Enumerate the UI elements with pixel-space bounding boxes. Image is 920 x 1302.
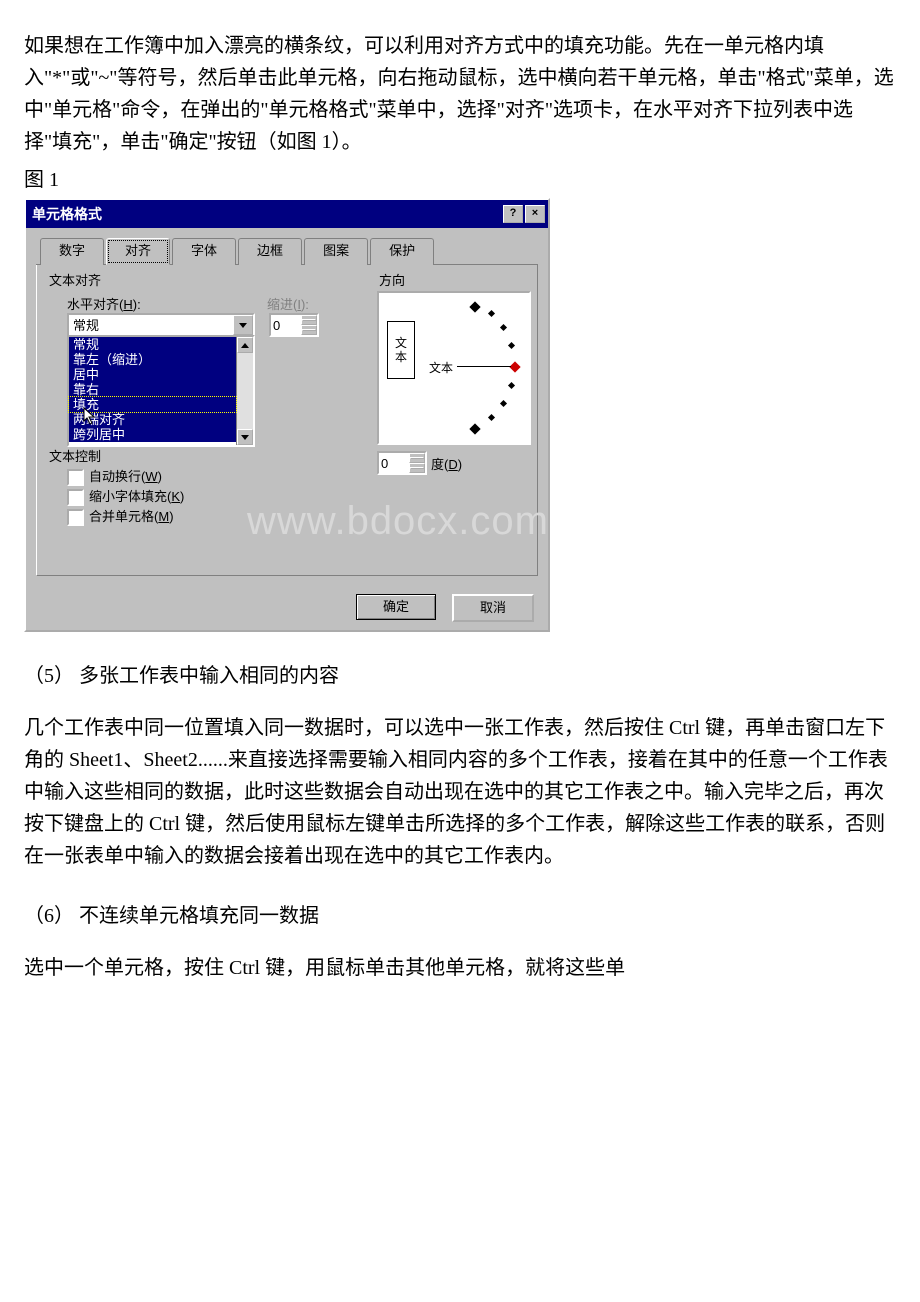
chevron-down-icon <box>241 435 249 440</box>
chevron-down-icon <box>239 323 247 328</box>
scroll-down[interactable] <box>237 429 253 445</box>
orientation-dial[interactable]: 文本 <box>427 299 523 437</box>
indent-spinner[interactable] <box>269 313 319 337</box>
checkbox-icon <box>67 489 84 506</box>
tab-pattern[interactable]: 图案 <box>304 238 368 265</box>
orientation-text-label: 文本 <box>429 359 453 378</box>
orientation-box: 文本 文本 <box>377 291 531 445</box>
group-label-orientation: 方向 <box>377 271 407 292</box>
tab-protection[interactable]: 保护 <box>370 238 434 265</box>
chevron-down-icon <box>410 467 424 469</box>
orientation-vertical-text[interactable]: 文本 <box>387 321 415 379</box>
indent-down[interactable] <box>301 325 317 335</box>
chevron-up-icon <box>410 457 424 459</box>
indent-up[interactable] <box>301 315 317 325</box>
checkbox-merge[interactable]: 合并单元格(M) <box>67 507 174 528</box>
checkbox-wrap[interactable]: 自动换行(W) <box>67 467 162 488</box>
paragraph: 如果想在工作簿中加入漂亮的横条纹，可以利用对齐方式中的填充功能。先在一单元格内填… <box>24 30 896 158</box>
paragraph: 选中一个单元格，按住 Ctrl 键，用鼠标单击其他单元格，就将这些单 <box>24 952 896 984</box>
horizontal-align-combo[interactable]: 常规 <box>67 313 255 337</box>
degree-up[interactable] <box>409 453 425 463</box>
ok-button[interactable]: 确定 <box>356 594 436 620</box>
checkbox-icon <box>67 469 84 486</box>
tab-font[interactable]: 字体 <box>172 238 236 265</box>
combo-dropdown-button[interactable] <box>233 315 253 335</box>
checkbox-label: 缩小字体填充(K) <box>89 487 184 508</box>
list-item[interactable]: 常规 <box>69 337 236 352</box>
chevron-up-icon <box>241 343 249 348</box>
tab-number[interactable]: 数字 <box>40 238 104 265</box>
degree-input[interactable] <box>379 453 409 473</box>
group-label-textcontrol: 文本控制 <box>47 447 103 468</box>
list-item[interactable]: 靠左（缩进） <box>69 352 236 367</box>
checkbox-shrink[interactable]: 缩小字体填充(K) <box>67 487 184 508</box>
list-item[interactable]: 居中 <box>69 367 236 382</box>
list-item[interactable]: 两端对齐 <box>69 412 236 427</box>
list-item[interactable]: 靠右 <box>69 382 236 397</box>
help-button[interactable]: ? <box>503 205 523 223</box>
scroll-up[interactable] <box>237 337 253 353</box>
scroll-track[interactable] <box>237 353 253 429</box>
chevron-up-icon <box>302 319 316 321</box>
horizontal-align-listbox[interactable]: 常规 靠左（缩进） 居中 靠右 填充 两端对齐 跨列居中 <box>67 335 255 447</box>
paragraph: 几个工作表中同一位置填入同一数据时，可以选中一张工作表，然后按住 Ctrl 键，… <box>24 712 896 872</box>
checkbox-label: 自动换行(W) <box>89 467 162 488</box>
watermark: www.bdocx.com <box>247 489 549 553</box>
combo-value: 常规 <box>69 315 233 335</box>
alignment-panel: www.bdocx.com 文本对齐 水平对齐(H): 缩进(I): 常规 常规 <box>36 265 538 576</box>
degree-down[interactable] <box>409 463 425 473</box>
group-label-textalign: 文本对齐 <box>47 271 103 292</box>
section-heading: （5） 多张工作表中输入相同的内容 <box>24 660 896 692</box>
section-heading: （6） 不连续单元格填充同一数据 <box>24 900 896 932</box>
degree-spinner[interactable] <box>377 451 427 475</box>
dialog-title: 单元格格式 <box>32 203 501 225</box>
checkbox-icon <box>67 509 84 526</box>
chevron-down-icon <box>302 329 316 331</box>
cancel-button[interactable]: 取消 <box>452 594 534 622</box>
titlebar: 单元格格式 ? × <box>26 200 548 228</box>
listbox-scrollbar[interactable] <box>236 337 253 445</box>
tab-alignment[interactable]: 对齐 <box>106 238 170 265</box>
checkbox-label: 合并单元格(M) <box>89 507 174 528</box>
indent-input[interactable] <box>271 315 301 335</box>
figure-label: 图 1 <box>24 164 896 196</box>
list-item[interactable]: 跨列居中 <box>69 427 236 442</box>
tab-border[interactable]: 边框 <box>238 238 302 265</box>
close-button[interactable]: × <box>525 205 545 223</box>
label-degree: 度(D) <box>431 455 462 476</box>
tab-strip: 数字 对齐 字体 边框 图案 保护 <box>36 238 538 265</box>
cell-format-dialog: 单元格格式 ? × 数字 对齐 字体 边框 图案 保护 www.bdocx.co… <box>24 198 550 632</box>
list-item-selected[interactable]: 填充 <box>69 397 236 412</box>
